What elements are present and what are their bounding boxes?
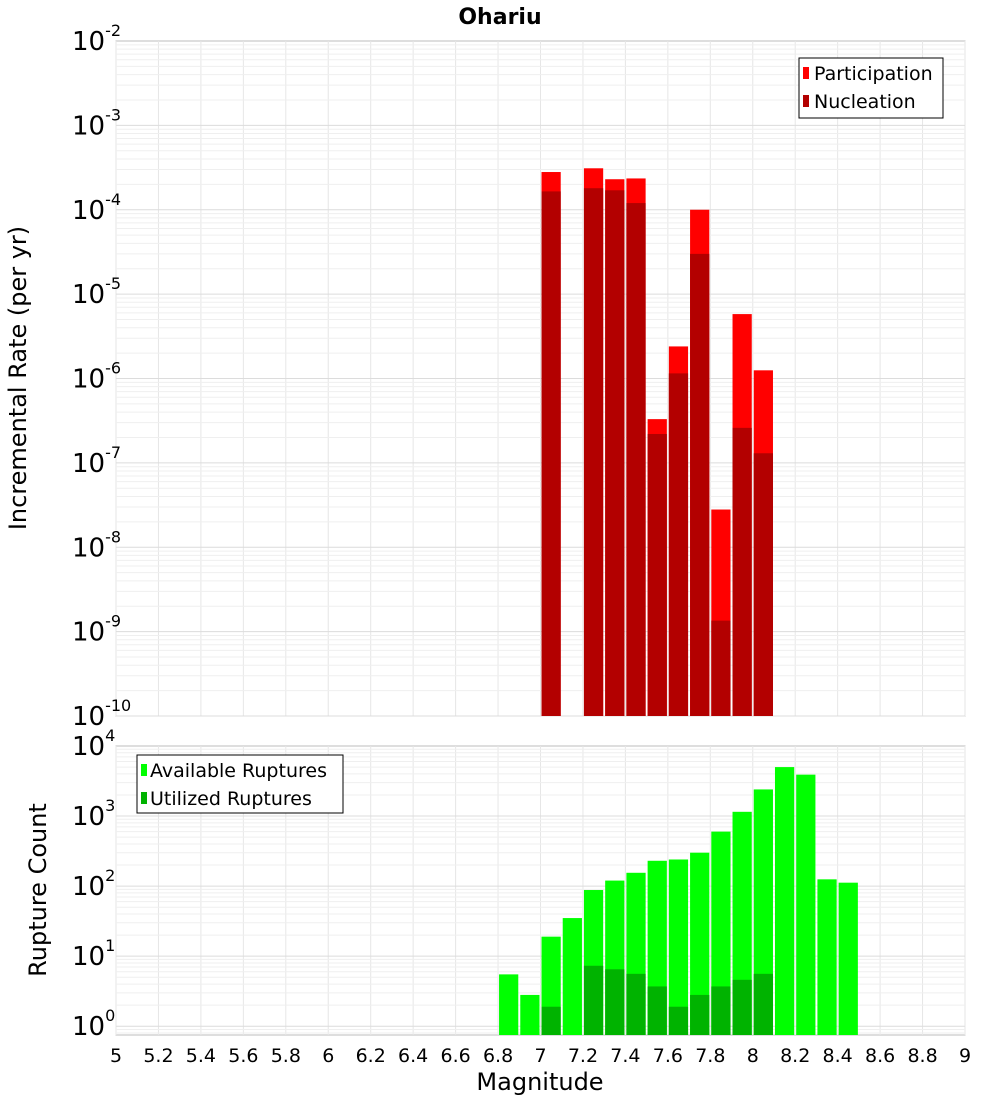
y-tick-label: 10-7 — [72, 443, 121, 479]
x-tick-label: 6.4 — [398, 1045, 428, 1067]
count-bars — [499, 767, 858, 1035]
rate-nucleation-bar — [711, 620, 731, 716]
y-tick-label: 104 — [72, 726, 115, 762]
rate-nucleation-bar — [647, 433, 667, 716]
available-ruptures-legend-label: Available Ruptures — [150, 760, 327, 782]
x-tick-label: 7 — [534, 1045, 546, 1067]
rate-nucleation-bar — [732, 427, 752, 716]
rate-nucleation-bar — [626, 203, 646, 716]
count-utilized-ruptures-bar — [753, 973, 773, 1035]
rate-panel: 10-10 10-9 10-8 10-7 10-6 10-5 10-4 10-3 10-2 In… — [4, 21, 966, 732]
rate-nucleation-bar — [668, 373, 689, 716]
count-legend: Available Ruptures Utilized Ruptures — [136, 754, 344, 814]
x-tick-label: 8.2 — [780, 1045, 810, 1067]
x-tick-label: 5.6 — [228, 1045, 258, 1067]
x-tick-label: 8 — [747, 1045, 759, 1067]
y-tick-label: 10-4 — [72, 190, 121, 226]
count-available-ruptures-bar — [711, 831, 731, 1035]
y-tick-label: 10-10 — [72, 696, 131, 732]
nucleation-legend-swatch — [803, 95, 809, 107]
rate-nucleation-bar — [605, 190, 625, 716]
chart-title: Ohariu — [458, 5, 541, 30]
magnitude-x-tick-labels: 5 5.2 5.4 5.6 5.8 6 6.2 6.4 6.6 6.8 7 7.2 7.4 7.6 7.8 8… — [110, 1045, 971, 1067]
utilized-ruptures-legend-swatch — [141, 792, 147, 804]
count-utilized-ruptures-bar — [711, 986, 731, 1035]
x-tick-label: 7.2 — [568, 1045, 598, 1067]
x-tick-label: 5.4 — [186, 1045, 216, 1067]
y-tick-label: 10-2 — [72, 21, 121, 57]
count-y-tick-labels: 100 101 102 103 104 — [72, 726, 115, 1042]
count-utilized-ruptures-bar — [605, 969, 625, 1035]
x-tick-label: 8.6 — [865, 1045, 895, 1067]
magnitude-x-axis-label: Magnitude — [476, 1068, 603, 1096]
x-tick-label: 8.4 — [823, 1045, 853, 1067]
count-available-ruptures-bar — [838, 882, 858, 1035]
x-tick-label: 7.6 — [653, 1045, 683, 1067]
nucleation-legend-label: Nucleation — [814, 91, 916, 113]
x-tick-label: 7.4 — [610, 1045, 640, 1067]
x-tick-label: 5.8 — [271, 1045, 301, 1067]
x-tick-label: 6.8 — [483, 1045, 513, 1067]
y-tick-label: 10-9 — [72, 612, 121, 648]
count-utilized-ruptures-bar — [583, 965, 604, 1035]
utilized-ruptures-legend-label: Utilized Ruptures — [150, 788, 312, 810]
y-tick-label: 10-8 — [72, 527, 121, 563]
x-tick-label: 7.8 — [695, 1045, 725, 1067]
rate-bars — [541, 168, 773, 717]
participation-legend-swatch — [803, 67, 809, 79]
rate-legend: Participation Nucleation — [798, 57, 944, 119]
rate-nucleation-bar — [541, 191, 561, 717]
count-available-ruptures-bar — [732, 811, 752, 1035]
count-utilized-ruptures-bar — [626, 973, 646, 1035]
y-tick-label: 10-6 — [72, 359, 121, 395]
x-tick-label: 5.2 — [143, 1045, 173, 1067]
count-available-ruptures-bar — [668, 859, 689, 1035]
x-tick-label: 5 — [110, 1045, 122, 1067]
rate-nucleation-bar — [753, 453, 773, 716]
count-utilized-ruptures-bar — [668, 1006, 689, 1035]
x-tick-label: 9 — [959, 1045, 971, 1067]
count-y-axis-label: Rupture Count — [24, 803, 52, 977]
y-tick-label: 100 — [72, 1006, 115, 1042]
y-tick-label: 10-5 — [72, 274, 121, 310]
count-available-ruptures-bar — [520, 994, 540, 1035]
x-tick-label: 6 — [322, 1045, 334, 1067]
count-utilized-ruptures-bar — [690, 994, 710, 1035]
available-ruptures-legend-swatch — [141, 764, 147, 776]
count-utilized-ruptures-bar — [732, 979, 752, 1035]
y-tick-label: 101 — [72, 936, 115, 972]
participation-legend-label: Participation — [814, 63, 933, 85]
rate-y-axis-label: Incremental Rate (per yr) — [4, 226, 32, 530]
count-available-ruptures-bar — [796, 774, 816, 1035]
rate-legend-box — [798, 57, 944, 119]
count-available-ruptures-bar — [562, 918, 582, 1035]
count-available-ruptures-bar — [753, 789, 773, 1035]
count-utilized-ruptures-bar — [647, 986, 667, 1035]
x-tick-label: 6.2 — [356, 1045, 386, 1067]
count-available-ruptures-bar — [817, 879, 837, 1035]
x-tick-label: 8.8 — [907, 1045, 937, 1067]
y-tick-label: 102 — [72, 866, 115, 902]
rate-gridlines — [115, 41, 966, 717]
count-legend-box — [136, 754, 344, 814]
count-utilized-ruptures-bar — [541, 1006, 561, 1035]
y-tick-label: 10-3 — [72, 105, 121, 141]
rate-nucleation-bar — [583, 188, 604, 717]
count-available-ruptures-bar — [499, 974, 519, 1035]
count-available-ruptures-bar — [690, 852, 710, 1035]
x-tick-label: 6.6 — [440, 1045, 470, 1067]
count-panel: 100 101 102 103 104 5 5.2 5.4 5.6 5.8 6 6.2 6.4 6.6 6… — [24, 726, 971, 1096]
y-tick-label: 103 — [72, 796, 115, 832]
rate-nucleation-bar — [690, 253, 710, 716]
count-available-ruptures-bar — [774, 767, 795, 1035]
